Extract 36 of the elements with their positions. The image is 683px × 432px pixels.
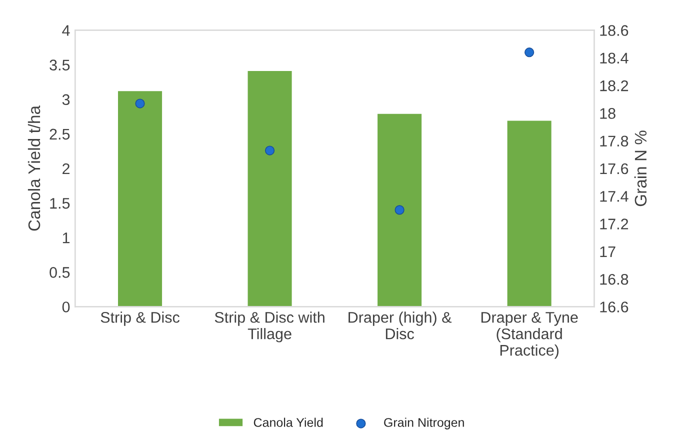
x-tick-label: Draper (high) & Disc	[348, 312, 452, 340]
y-tick-label: 0	[62, 302, 70, 312]
point	[394, 205, 404, 215]
x-tick-label: Draper & Tyne (Standard Practice)	[481, 312, 578, 359]
y-tick-label: 3	[62, 94, 70, 106]
y2-tick-label: 17.8	[600, 136, 628, 147]
y-tick-label: 1	[62, 232, 70, 244]
bar	[246, 70, 294, 307]
y2-tick-label: 18.4	[600, 52, 628, 64]
y2-tick-label: 16.6	[600, 302, 628, 312]
y2-tick-label: 16.8	[600, 274, 628, 285]
y-tick-label: 2.5	[50, 128, 70, 140]
legend-label: Canola Yield	[254, 418, 323, 427]
y2-tick-label: 18	[600, 108, 616, 119]
bar	[506, 119, 553, 307]
bar	[116, 90, 164, 307]
y2-tick-label: 18.6	[600, 25, 628, 36]
y-tick-label: 1.5	[50, 198, 70, 209]
y2-tick-label: 18.2	[600, 80, 628, 92]
x-tick-label: Strip & Disc	[100, 312, 180, 326]
y-tick-label: 0.5	[50, 267, 70, 278]
x-tick-label: Strip & Disc with Tillage	[214, 312, 324, 342]
y-tick-label: 3.5	[50, 60, 70, 70]
y2-tick-label: 17.6	[600, 163, 628, 174]
point	[135, 98, 145, 108]
point	[524, 48, 534, 58]
bar	[376, 112, 423, 307]
legend-label: Grain Nitrogen	[384, 418, 464, 430]
y2-tick-label: 17.2	[600, 218, 628, 230]
y2-axis-title: Grain N %	[634, 130, 647, 206]
y-tick-label: 2	[62, 163, 70, 174]
point	[264, 146, 275, 156]
y2-tick-label: 17.4	[600, 191, 628, 202]
y-tick-label: 4	[62, 25, 70, 36]
y-axis-title: Canola Yield t/ha	[28, 105, 40, 231]
y2-tick-label: 17	[600, 246, 616, 257]
